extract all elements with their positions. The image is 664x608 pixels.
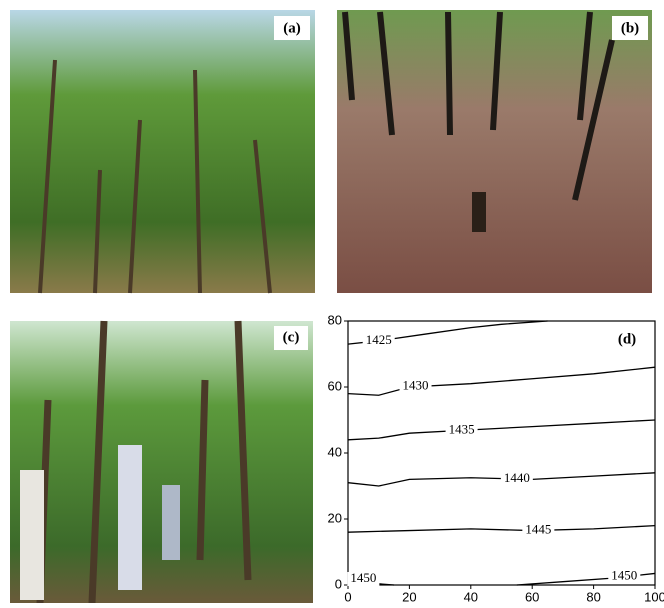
contour-plot: (d) 0 20 40 60 80 100 0 20 40 60 80 1425 1430 1435 144… [328,312,664,603]
contour-label: 1425 [366,332,392,347]
x-tick-label: 0 [344,589,351,603]
y-tick-label: 20 [328,510,342,525]
photo-b: (b) [337,10,652,293]
x-tick-label: 60 [525,589,539,603]
contour-label: 1450 [611,568,637,583]
contour-label: 1450 [350,570,376,585]
x-tick-label: 80 [586,589,600,603]
contour-label: 1445 [525,521,551,536]
contour-label: 1440 [504,470,530,485]
x-tick-label: 100 [644,589,664,603]
x-tick-label: 40 [464,589,478,603]
panel-label: (a) [283,20,301,36]
contour-label: 1430 [403,378,429,393]
y-tick-label: 0 [335,576,342,591]
figure: (a) (b) (c) (d) 0 20 40 60 80 100 0 20 40 60 80 142… [0,0,664,603]
contour-label: 1435 [449,421,475,436]
panel-label: (c) [283,329,300,345]
photo-c: (c) [10,321,313,603]
photo-a: (a) [10,10,315,293]
panel-label: (d) [618,331,636,347]
y-tick-label: 40 [328,444,342,459]
x-tick-label: 20 [402,589,416,603]
y-tick-label: 60 [328,378,342,393]
y-tick-label: 80 [328,312,342,327]
panel-label: (b) [621,20,639,36]
